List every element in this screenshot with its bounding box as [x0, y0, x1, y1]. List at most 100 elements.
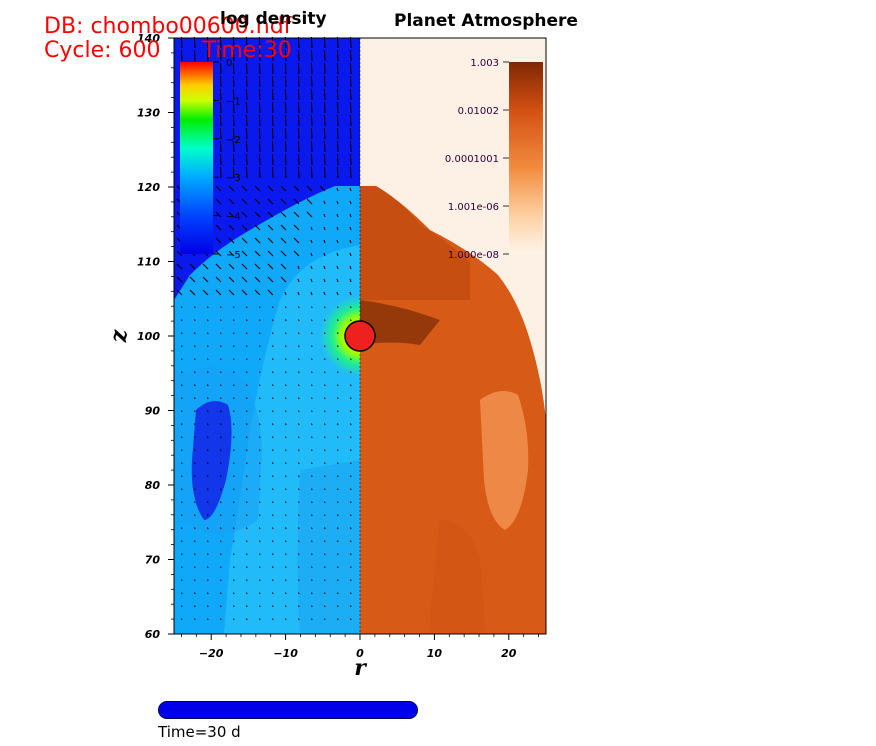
velocity-vector [271, 527, 274, 530]
velocity-vector [245, 101, 248, 114]
velocity-vector [258, 514, 261, 517]
velocity-vector [245, 371, 248, 374]
velocity-vector [310, 114, 313, 127]
velocity-vector [219, 101, 222, 114]
velocity-vector [219, 540, 222, 543]
density-colorbar-label: −1 [226, 96, 241, 107]
velocity-vector [219, 345, 222, 348]
x-tick-label: 0 [356, 647, 364, 660]
velocity-vector [271, 153, 274, 166]
velocity-vector [284, 384, 287, 387]
velocity-vector [349, 187, 352, 192]
velocity-vector [271, 62, 274, 75]
velocity-vector [232, 566, 235, 569]
velocity-vector [193, 423, 196, 426]
velocity-vector [293, 198, 300, 205]
velocity-vector [349, 114, 352, 127]
velocity-vector [219, 140, 222, 153]
velocity-vector [258, 88, 261, 101]
velocity-vector [193, 436, 196, 439]
velocity-vector [336, 449, 339, 452]
velocity-vector [297, 319, 300, 322]
velocity-vector [232, 488, 235, 491]
velocity-vector [310, 306, 313, 309]
velocity-vector [241, 250, 248, 257]
y-tick-label: 120 [137, 181, 160, 194]
velocity-vector [284, 88, 287, 101]
velocity-vector [310, 265, 313, 270]
velocity-vector [349, 579, 352, 582]
velocity-vector [284, 345, 287, 348]
velocity-vector [241, 224, 248, 231]
velocity-vector [180, 553, 183, 556]
velocity-vector [297, 49, 300, 62]
velocity-vector [219, 114, 222, 127]
velocity-vector [219, 371, 222, 374]
velocity-vector [323, 166, 326, 179]
velocity-vector [349, 252, 352, 257]
velocity-vector [180, 579, 183, 582]
velocity-vector [232, 140, 235, 153]
velocity-vector [258, 566, 261, 569]
y-axis-ticks: 60 70 80 90 100 110 120 130 140 [137, 32, 174, 641]
velocity-vector [284, 49, 287, 62]
velocity-vector [245, 488, 248, 491]
velocity-vector [323, 436, 326, 439]
x-tick-label: 20 [501, 647, 517, 660]
velocity-vector [267, 289, 274, 296]
time-progress-bar [158, 701, 418, 719]
velocity-vector [310, 319, 313, 322]
velocity-vector [258, 319, 261, 322]
velocity-vector [323, 140, 326, 153]
velocity-vector [258, 332, 261, 335]
velocity-vector [258, 501, 261, 504]
velocity-vector [219, 501, 222, 504]
velocity-vector [206, 332, 209, 335]
velocity-vector [219, 153, 222, 166]
velocity-vector [176, 289, 183, 296]
velocity-vector [323, 501, 326, 504]
velocity-vector [336, 332, 339, 335]
velocity-vector [310, 332, 313, 335]
velocity-vector [254, 289, 261, 296]
velocity-vector [297, 358, 300, 361]
velocity-vector [232, 540, 235, 543]
y-tick-label: 60 [145, 628, 161, 641]
velocity-vector [180, 501, 183, 504]
velocity-vector [271, 114, 274, 127]
velocity-vector [271, 140, 274, 153]
atmosphere-colorbar [509, 62, 543, 254]
velocity-vector [297, 166, 300, 179]
velocity-vector [206, 358, 209, 361]
velocity-vector [336, 49, 339, 62]
velocity-vector [245, 540, 248, 543]
velocity-vector [219, 618, 222, 621]
velocity-vector [310, 410, 313, 413]
velocity-vector [284, 488, 287, 491]
density-colorbar-label: −2 [226, 135, 241, 146]
velocity-vector [323, 306, 326, 309]
velocity-vector [258, 423, 261, 426]
velocity-vector [258, 49, 261, 62]
velocity-vector [323, 332, 326, 335]
velocity-vector [336, 592, 339, 595]
velocity-vector [310, 278, 313, 283]
velocity-vector [284, 423, 287, 426]
velocity-vector [271, 306, 274, 309]
velocity-vector [254, 276, 261, 283]
velocity-vector [349, 239, 352, 244]
velocity-vector [193, 501, 196, 504]
velocity-vector [180, 449, 183, 452]
velocity-vector [193, 605, 196, 608]
velocity-vector [323, 384, 326, 387]
velocity-vector [206, 605, 209, 608]
velocity-vector [267, 224, 274, 231]
velocity-vector [219, 127, 222, 140]
velocity-vector [336, 605, 339, 608]
velocity-vector [349, 475, 352, 478]
velocity-vector [284, 475, 287, 478]
velocity-vector [297, 423, 300, 426]
velocity-vector [258, 358, 261, 361]
velocity-vector [180, 462, 183, 465]
velocity-vector [219, 306, 222, 309]
